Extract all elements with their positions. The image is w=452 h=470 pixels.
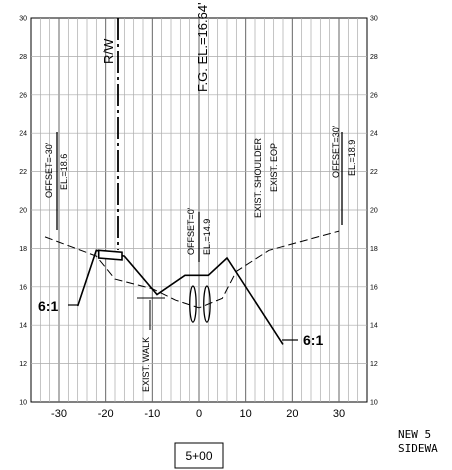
existing-ground-line <box>44 230 340 309</box>
slope-right-label: 6:1 <box>303 332 323 348</box>
y-tick-right: 22 <box>370 169 378 176</box>
note-line-1: NEW 5 <box>398 428 431 441</box>
y-tick-left: 14 <box>19 323 27 330</box>
drain-pipe <box>189 285 197 323</box>
exist-eop-label: EXIST. EOP <box>269 143 279 192</box>
y-tick-left: 20 <box>19 208 27 215</box>
new-sidewalk <box>97 249 123 261</box>
y-tick-right: 12 <box>370 361 378 368</box>
el-right-label: EL.=18.9 <box>347 140 357 176</box>
y-tick-right: 16 <box>370 284 378 291</box>
axis-ticks: 30 28 26 24 22 20 18 16 14 12 10 30 28 26 24 22 20 18 16 14… <box>19 16 378 421</box>
grid <box>31 18 367 402</box>
el-center-label: EL.=14.9 <box>202 219 212 255</box>
y-tick-right: 18 <box>370 246 378 253</box>
proposed-section-line <box>76 249 284 345</box>
y-tick-left: 24 <box>19 131 27 138</box>
y-tick-right: 24 <box>370 131 378 138</box>
fg-elevation-label: F.G. EL.=16.64' <box>195 2 210 92</box>
y-tick-right: 28 <box>370 54 378 61</box>
note-line-2: SIDEWA <box>398 442 438 455</box>
y-tick-left: 22 <box>19 169 27 176</box>
y-tick-left: 26 <box>19 92 27 99</box>
exist-walk-label: EXIST. WALK <box>141 337 151 392</box>
y-tick-right: 30 <box>370 16 378 23</box>
x-tick: 10 <box>240 408 252 420</box>
y-tick-left: 28 <box>19 54 27 61</box>
x-tick: -20 <box>98 408 114 420</box>
slope-left-label: 6:1 <box>38 298 58 314</box>
y-tick-right: 20 <box>370 208 378 215</box>
y-tick-left: 10 <box>19 400 27 407</box>
rw-label: R/W <box>101 38 116 64</box>
y-tick-right: 26 <box>370 92 378 99</box>
station-box <box>174 442 224 469</box>
y-tick-right: 14 <box>370 323 378 330</box>
offset-left-label: OFFSET=-30' <box>44 142 54 198</box>
y-tick-left: 18 <box>19 246 27 253</box>
x-tick: 20 <box>286 408 298 420</box>
x-tick: -30 <box>51 408 67 420</box>
exist-shoulder-label: EXIST. SHOULDER <box>253 137 263 218</box>
el-left-label: EL.=18.6 <box>59 154 69 190</box>
y-tick-left: 16 <box>19 284 27 291</box>
drain-pipe <box>203 285 211 323</box>
existing-ground-path <box>44 230 340 309</box>
offset-center-label: OFFSET=0' <box>186 207 196 255</box>
y-tick-right: 10 <box>370 400 378 407</box>
x-tick: -10 <box>144 408 160 420</box>
offset-right-label: OFFSET=30' <box>331 125 341 178</box>
station-label: 5+00 <box>185 449 212 463</box>
x-tick: 0 <box>196 408 202 420</box>
y-tick-left: 12 <box>19 361 27 368</box>
y-tick-left: 30 <box>19 16 27 23</box>
x-tick: 30 <box>333 408 345 420</box>
